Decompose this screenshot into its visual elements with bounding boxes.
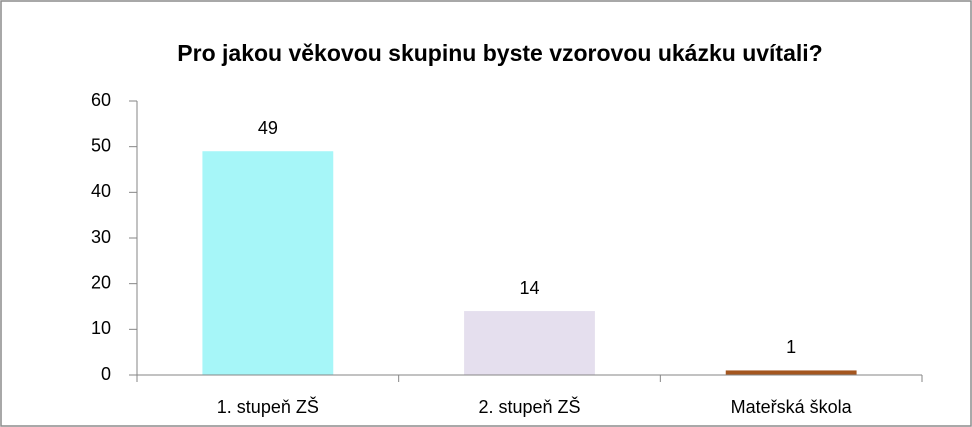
y-tick-label: 60 xyxy=(91,90,111,110)
x-tick-label: 1. stupeň ZŠ xyxy=(217,396,319,417)
data-label: 1 xyxy=(786,337,796,357)
y-tick-label: 40 xyxy=(91,181,111,201)
bar xyxy=(725,370,857,375)
y-tick-label: 10 xyxy=(91,318,111,338)
data-label: 49 xyxy=(258,118,278,138)
y-tick-label: 30 xyxy=(91,227,111,247)
bar xyxy=(464,311,595,375)
x-tick-label: Mateřská škola xyxy=(731,397,853,417)
chart-title: Pro jakou věkovou skupinu byste vzorovou… xyxy=(177,40,823,66)
data-label: 14 xyxy=(519,278,539,298)
x-tick-label: 2. stupeň ZŠ xyxy=(478,396,580,417)
y-tick-label: 0 xyxy=(101,364,111,384)
bar xyxy=(202,151,334,375)
y-tick-label: 50 xyxy=(91,135,111,155)
y-tick-label: 20 xyxy=(91,272,111,292)
